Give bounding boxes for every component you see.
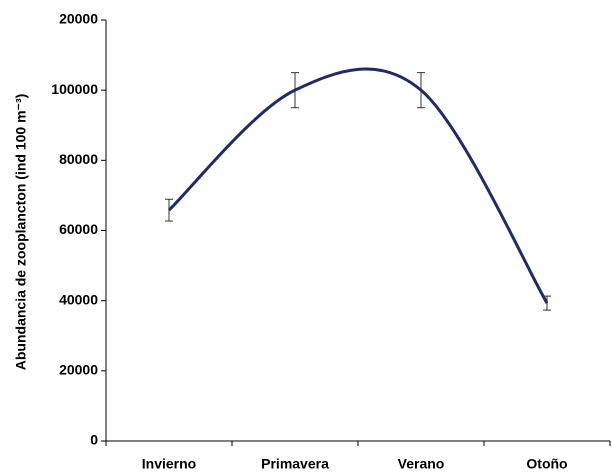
y-tick-label: 60000 <box>59 221 98 237</box>
y-tick-label: 100000 <box>51 81 98 97</box>
x-tick-label: Invierno <box>142 456 196 472</box>
error-bar <box>165 198 173 222</box>
y-tick-label: 20000 <box>59 11 98 27</box>
x-tick-label: Otoño <box>526 456 567 472</box>
data-line <box>167 67 549 304</box>
y-axis-label: Abundancia de zooplancton (ind 100 m⁻³) <box>13 94 29 371</box>
x-tick-label: Primavera <box>261 456 329 472</box>
y-tick-label: 80000 <box>59 151 98 167</box>
x-tick-label: Verano <box>398 456 445 472</box>
error-bar <box>417 72 425 109</box>
y-tick-label: 0 <box>90 432 98 448</box>
error-bar <box>291 72 299 109</box>
error-bar <box>543 295 551 311</box>
y-tick-label: 20000 <box>59 362 98 378</box>
y-tick-label: 40000 <box>59 291 98 307</box>
